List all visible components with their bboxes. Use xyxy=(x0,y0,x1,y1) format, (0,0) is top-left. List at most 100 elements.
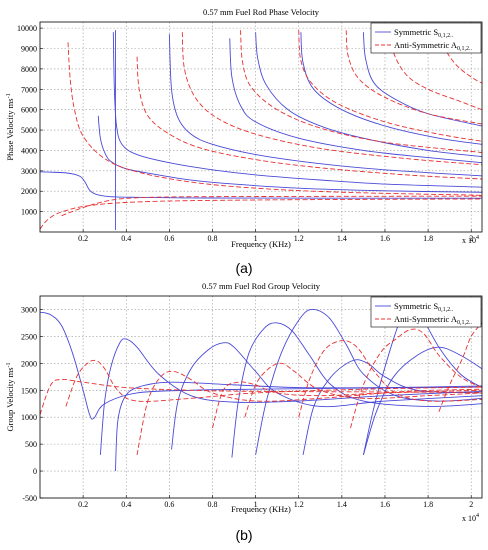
symmetric-mode-line-0 xyxy=(40,311,482,420)
y-tick-label: 3000 xyxy=(21,305,37,314)
x-tick-label: 0.2 xyxy=(78,234,88,243)
y-axis-label-main: Group Velocity ms xyxy=(5,367,15,431)
legend-label-sub: 0,1,2.. xyxy=(457,320,473,326)
legend-label: Symmetric S0,1,2.. xyxy=(394,27,454,39)
x-multiplier-exp: 4 xyxy=(476,235,479,241)
symmetric-mode-line-6 xyxy=(302,359,482,456)
grid xyxy=(40,22,482,232)
legend-label-sub: 0,1,2.. xyxy=(457,46,473,52)
symmetric-mode-line-6 xyxy=(255,32,482,158)
x-tick-label: 1.6 xyxy=(380,234,390,243)
x-tick-label: 0.8 xyxy=(207,234,217,243)
y-tick-label: 1500 xyxy=(21,386,37,395)
x-tick-label: 0.6 xyxy=(164,234,174,243)
legend-label: Symmetric S0,1,2.. xyxy=(394,301,454,313)
x-multiplier-base: x 10 xyxy=(462,514,476,523)
y-tick-label: 7000 xyxy=(21,85,37,94)
y-tick-label: 2000 xyxy=(21,187,37,196)
antisymmetric-mode-line-10 xyxy=(67,42,482,196)
legend-box xyxy=(370,296,482,328)
x-tick-label: 2 xyxy=(469,234,473,243)
legend: Symmetric S0,1,2..Anti-Symmetric A0,1,2.… xyxy=(370,22,482,54)
y-tick-label: 6000 xyxy=(21,106,37,115)
phase-velocity-chart: 0.2 0.4 0.6 0.8 1 1.2 1.4 1.6 1.8 2 1000 2000 3000 4 0… xyxy=(5,7,483,276)
symmetric-mode-line-2 xyxy=(115,381,482,472)
x-tick-label: 0.4 xyxy=(121,500,131,509)
y-tick-label: 1000 xyxy=(21,208,37,217)
y-tick-label: 2000 xyxy=(21,359,37,368)
y-tick-label: 2500 xyxy=(21,332,37,341)
antisymmetric-mode-line-13 xyxy=(244,362,482,418)
group-velocity-chart: 0.2 0.4 0.6 0.8 1 1.2 1.4 1.6 1.8 2 -500 0 500 1000 15… xyxy=(5,281,483,543)
x-tick-label: 1.8 xyxy=(423,234,433,243)
antisymmetric-mode-line-16 xyxy=(345,30,482,125)
y-axis-label: Group Velocity ms-1 xyxy=(5,362,15,431)
antisymmetric-mode-line-15 xyxy=(298,30,482,142)
x-tick-label: 0.8 xyxy=(207,500,217,509)
y-tick-label: 500 xyxy=(25,440,37,449)
legend-label-sub: 0,1,2.. xyxy=(438,33,454,39)
x-tick-label: 1.6 xyxy=(380,500,390,509)
x-axis-label: Frequency (KHz) xyxy=(231,504,291,514)
antisymmetric-mode-line-14 xyxy=(240,30,482,153)
symmetric-mode-line-8 xyxy=(362,346,482,456)
legend-box xyxy=(370,22,482,54)
x-tick-label: 0.2 xyxy=(78,500,88,509)
x-axis-label: Frequency (KHz) xyxy=(231,239,291,249)
axes-box xyxy=(39,295,483,499)
antisymmetric-mode-line-12 xyxy=(136,56,482,180)
x-multiplier: x 104 xyxy=(462,235,479,245)
antisymmetric-mode-line-10 xyxy=(65,359,482,407)
y-tick-label: 8000 xyxy=(21,65,37,74)
antisymmetric-mode-line-16 xyxy=(438,322,482,412)
x-tick-label: 0.6 xyxy=(164,500,174,509)
symmetric-mode-line-1 xyxy=(97,115,482,193)
antisymmetric-mode-line-18 xyxy=(442,30,482,84)
y-axis-label-sup: -1 xyxy=(6,93,12,98)
y-axis-label-main: Phase Velocity ms xyxy=(5,98,15,160)
y-tick-label: 1000 xyxy=(21,413,37,422)
antisymmetric-mode-line-15 xyxy=(350,328,482,429)
symmetric-mode-line-4 xyxy=(168,34,482,177)
axes-box xyxy=(39,21,483,233)
legend-label: Anti-Symmetric A0,1,2.. xyxy=(394,40,473,52)
antisymmetric-mode-line-9 xyxy=(40,198,482,230)
x-tick-label: 1 xyxy=(254,234,258,243)
symmetric-mode-line-3 xyxy=(171,342,482,450)
legend: Symmetric S0,1,2..Anti-Symmetric A0,1,2.… xyxy=(370,296,482,328)
panel-caption: (a) xyxy=(235,260,252,276)
symmetric-mode-line-1 xyxy=(99,338,482,455)
x-tick-label: 1 xyxy=(254,500,258,509)
y-tick-label: 0 xyxy=(33,467,37,476)
symmetric-mode-line-5 xyxy=(255,308,482,455)
series-group xyxy=(40,303,482,472)
x-tick-label: 2 xyxy=(469,500,473,509)
x-multiplier: x 104 xyxy=(462,513,479,523)
symmetric-mode-line-5 xyxy=(229,38,482,164)
antisymmetric-mode-line-9 xyxy=(40,378,482,415)
symmetric-mode-line-8 xyxy=(362,32,482,127)
x-tick-label: 1.8 xyxy=(423,500,433,509)
x-tick-label: 1.2 xyxy=(294,234,304,243)
chart-title: 0.57 mm Fuel Rod Group Velocity xyxy=(202,281,321,291)
x-tick-label: 0.4 xyxy=(121,234,131,243)
y-tick-label: 10000 xyxy=(17,24,37,33)
antisymmetric-mode-line-13 xyxy=(181,32,482,166)
antisymmetric-mode-line-11 xyxy=(61,195,482,217)
panel-caption: (b) xyxy=(235,527,252,543)
x-tick-label: 1.2 xyxy=(294,500,304,509)
x-tick-label: 1.4 xyxy=(337,234,347,243)
x-multiplier-exp: 4 xyxy=(476,513,479,519)
y-tick-label: 3000 xyxy=(21,167,37,176)
legend-label-text: Anti-Symmetric A xyxy=(394,40,458,50)
y-tick-label: 5000 xyxy=(21,126,37,135)
x-tick-label: 1.4 xyxy=(337,500,347,509)
symmetric-mode-line-7 xyxy=(300,32,482,145)
symmetric-mode-line-0 xyxy=(40,171,482,199)
plot-area xyxy=(40,22,482,232)
y-tick-label: 9000 xyxy=(21,45,37,54)
legend-label: Anti-Symmetric A0,1,2.. xyxy=(394,314,473,326)
legend-label-text: Symmetric S xyxy=(394,27,438,37)
series-group xyxy=(40,30,482,230)
